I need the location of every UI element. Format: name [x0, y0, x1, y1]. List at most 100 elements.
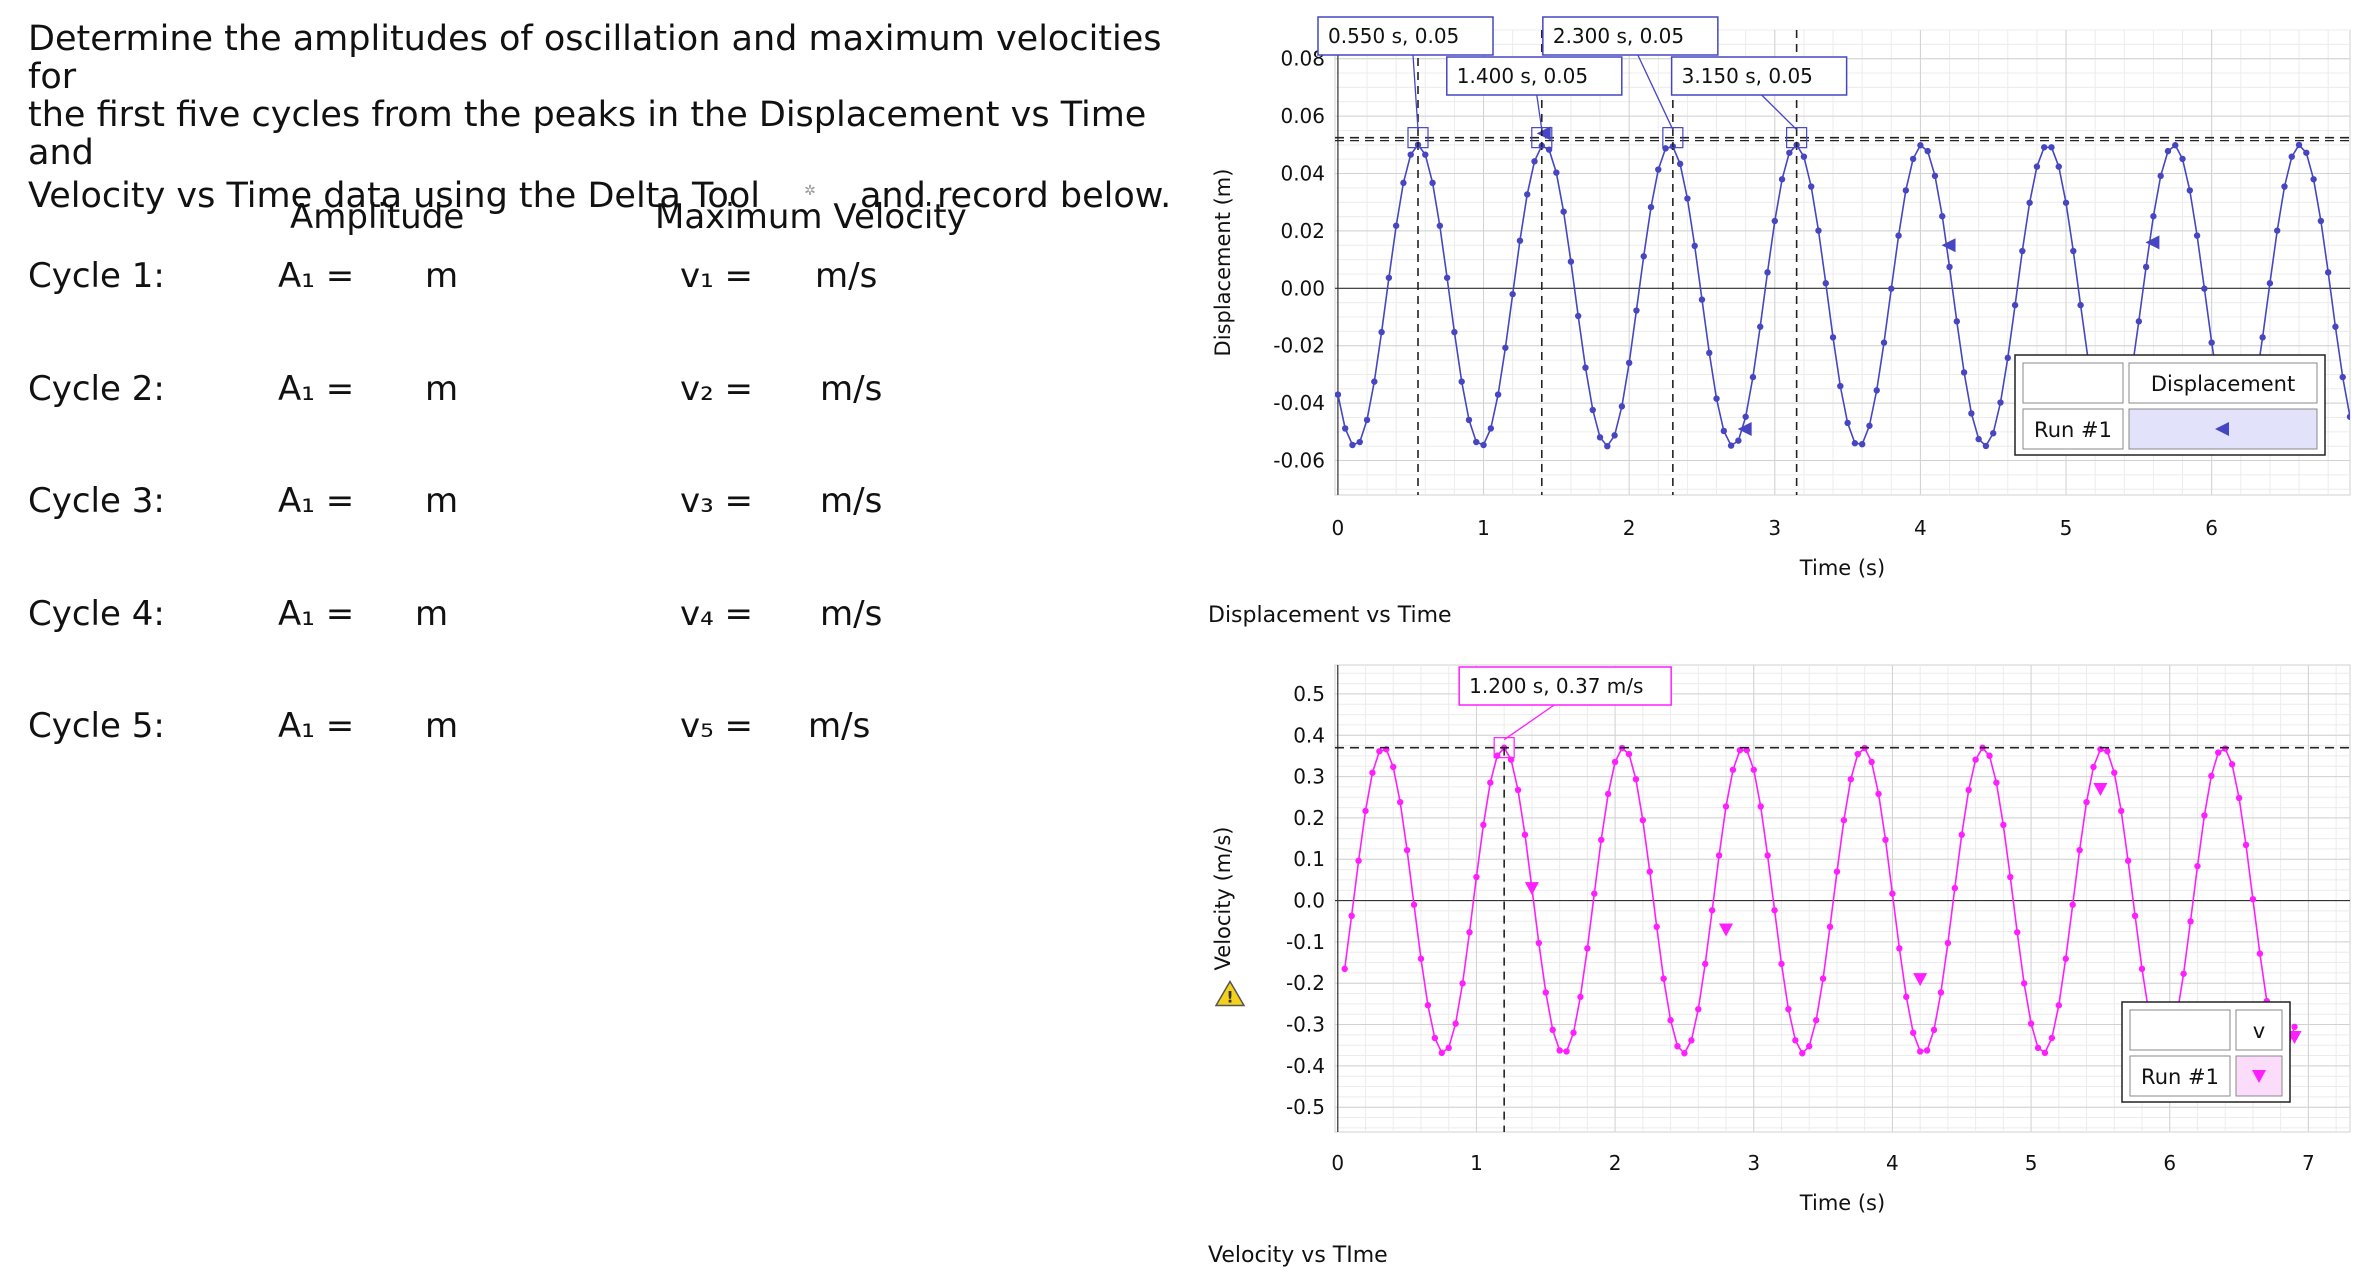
displacement-chart[interactable]: 0 1 2 3 4 5 6 -0.06 -0.04 -0.02 0.00 0.02 0.04 0.06 0.…: [1200, 15, 2366, 595]
data-point: [1422, 151, 1429, 158]
data-point: [2249, 895, 2257, 903]
data-point: [1939, 213, 1946, 220]
data-point: [2026, 199, 2033, 206]
x-axis-label: Time (s): [1799, 1191, 1885, 1215]
data-point: [1917, 142, 1924, 149]
delta-tool-icon: ✲: [804, 183, 816, 199]
data-point: [1695, 1005, 1702, 1013]
amplitude-header: Amplitude: [290, 197, 465, 237]
data-point: [2295, 141, 2303, 149]
data-point: [1521, 831, 1529, 838]
data-point: [2180, 970, 2187, 977]
legend-marker-icon: [2252, 1070, 2266, 1083]
legend-series-name: v: [2253, 1019, 2265, 1043]
data-point: [1348, 912, 1355, 920]
data-point: [1604, 442, 1611, 450]
run-marker: [2093, 782, 2108, 796]
instructions-line-3: Velocity vs Time data using the Delta To…: [28, 172, 1178, 215]
data-point: [1902, 187, 1910, 194]
data-point: [2111, 769, 2118, 776]
amplitude-label: A₁ =: [278, 481, 355, 521]
data-point: [1480, 441, 1487, 449]
data-point: [1584, 945, 1591, 952]
velocity-chart[interactable]: 0 1 2 3 4 5 6 7 -0.5 -0.4 -0.3 -0.2 -0.1 0.0 0.1 0.2 0.3…: [1200, 655, 2366, 1240]
velocity-label: v₅ =: [680, 706, 754, 746]
data-point: [1888, 285, 1895, 292]
data-point: [1713, 395, 1720, 402]
velocity-chart-svg[interactable]: 0 1 2 3 4 5 6 7 -0.5 -0.4 -0.3 -0.2 -0.1 0.0 0.1 0.2 0.3…: [1200, 655, 2366, 1240]
data-point: [1990, 430, 1997, 437]
data-point: [2069, 901, 2076, 908]
data-point: [2266, 280, 2274, 287]
cycle-label: Cycle 2:: [28, 369, 165, 409]
amplitude-unit: m: [425, 706, 459, 746]
data-point: [1443, 274, 1451, 281]
x-tick-label: 2: [1623, 516, 1636, 540]
amplitude-unit: m: [425, 256, 459, 296]
data-point: [1972, 756, 1979, 763]
x-tick-label: 4: [1886, 1151, 1899, 1175]
data-point: [2242, 841, 2250, 849]
data-point: [1473, 438, 1480, 446]
delta-callout-label: 0.550 s, 0.05: [1328, 24, 1459, 48]
data-point: [2019, 247, 2026, 255]
data-point: [1895, 232, 1902, 239]
data-point: [1647, 203, 1655, 211]
data-point: [1880, 339, 1888, 346]
data-point: [1362, 807, 1369, 815]
amplitude-label: A₁ =: [278, 706, 355, 746]
delta-cursor-marker: [1786, 127, 1808, 149]
data-point: [1349, 441, 1356, 449]
x-tick-label: 1: [1477, 516, 1490, 540]
y-tick-label: 0.4: [1293, 723, 1325, 747]
data-point: [1847, 775, 1855, 783]
data-point: [1598, 836, 1605, 844]
data-point: [2201, 285, 2208, 292]
data-point: [1458, 378, 1465, 385]
data-point: [1378, 328, 1385, 336]
legend-run-cell: [2022, 408, 2124, 450]
amplitude-label: A₁ =: [278, 369, 355, 409]
x-tick-label: 6: [2163, 1151, 2176, 1175]
data-point: [1729, 766, 1737, 773]
legend-name-cell: [2128, 362, 2318, 404]
data-point: [1889, 890, 1896, 897]
data-point: [1982, 442, 1990, 450]
data-point: [2150, 213, 2157, 220]
delta-cursor-marker: [1493, 737, 1515, 759]
data-point: [2186, 187, 2194, 194]
series-group: [1341, 744, 2298, 1057]
data-point: [1480, 821, 1487, 829]
data-point: [1582, 364, 1589, 371]
data-point: [1736, 746, 1744, 754]
data-point: [1625, 750, 1633, 758]
displacement-chart-svg[interactable]: 0 1 2 3 4 5 6 -0.06 -0.04 -0.02 0.00 0.02 0.04 0.06 0.…: [1200, 15, 2366, 595]
data-point: [1750, 766, 1757, 773]
cycle-label: Cycle 4:: [28, 594, 165, 634]
x-tick-label: 4: [1914, 516, 1927, 540]
delta-callout-label: 1.200 s, 0.37 m/s: [1469, 674, 1643, 698]
x-tick-label: 5: [2025, 1151, 2038, 1175]
data-point: [1698, 296, 1706, 303]
data-point: [2007, 873, 2014, 881]
data-point: [2041, 1049, 2049, 1057]
data-point: [1757, 803, 1764, 810]
legend-empty-cell: [2022, 362, 2124, 404]
legend-name-cell: [2235, 1009, 2283, 1051]
y-tick-label: -0.4: [1286, 1054, 1325, 1078]
data-point: [1764, 852, 1771, 859]
data-point: [1785, 1005, 1792, 1013]
instructions-line-2: the first five cycles from the peaks in …: [28, 95, 1147, 173]
data-point: [1720, 427, 1728, 435]
data-point: [1424, 1002, 1432, 1009]
data-point: [1611, 758, 1619, 766]
data-point: [1829, 334, 1837, 341]
data-point: [1639, 816, 1647, 824]
data-point: [1812, 1017, 1820, 1024]
data-point: [1968, 410, 1975, 417]
data-point: [2055, 163, 2062, 170]
data-point: [1369, 769, 1376, 776]
y-tick-label: 0.0: [1293, 889, 1325, 913]
velocity-label: v₄ =: [680, 594, 754, 634]
amplitude-label: A₁ =: [278, 256, 355, 296]
